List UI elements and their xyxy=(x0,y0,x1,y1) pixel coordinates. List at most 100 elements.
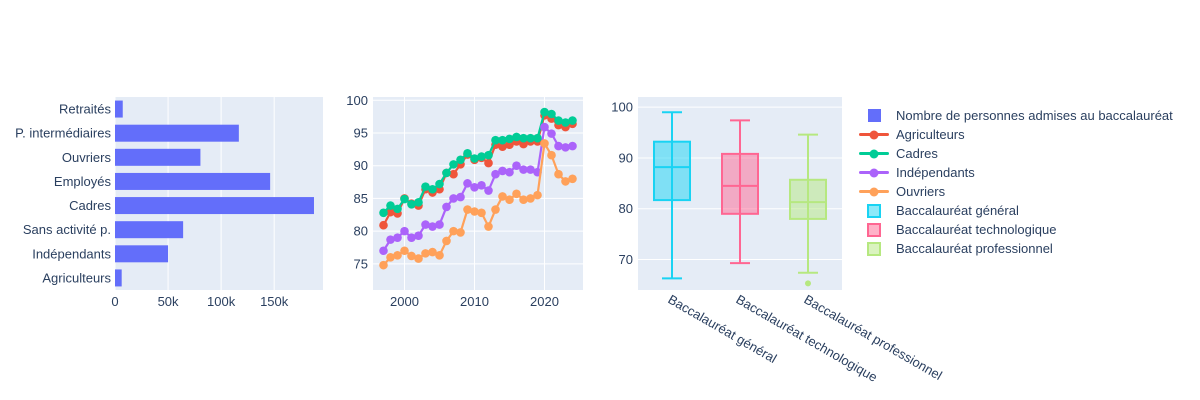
data-point[interactable] xyxy=(393,233,402,242)
bar[interactable] xyxy=(115,148,201,166)
data-point[interactable] xyxy=(512,132,521,142)
data-point[interactable] xyxy=(561,177,570,186)
data-point[interactable] xyxy=(505,195,514,205)
data-point[interactable] xyxy=(498,135,507,145)
data-point[interactable] xyxy=(533,133,542,143)
data-point[interactable] xyxy=(526,194,535,203)
box-body[interactable] xyxy=(721,152,759,215)
box[interactable] xyxy=(653,111,691,280)
data-point[interactable] xyxy=(470,207,479,216)
data-point[interactable] xyxy=(442,168,451,178)
data-point[interactable] xyxy=(414,231,423,240)
legend-item-ouvriers[interactable]: Ouvriers xyxy=(858,182,1173,201)
data-point[interactable] xyxy=(379,208,388,218)
data-point[interactable] xyxy=(470,154,479,163)
data-point[interactable] xyxy=(484,222,493,231)
legend-item-bac-general[interactable]: Baccalauréat général xyxy=(858,201,1173,220)
data-point[interactable] xyxy=(561,118,570,127)
bar[interactable] xyxy=(115,197,314,215)
data-point[interactable] xyxy=(526,133,535,143)
data-point[interactable] xyxy=(379,260,388,270)
data-point[interactable] xyxy=(400,194,409,204)
data-point[interactable] xyxy=(407,233,416,242)
data-point[interactable] xyxy=(477,152,486,161)
data-point[interactable] xyxy=(407,251,416,261)
legend-item-bac-technologique[interactable]: Baccalauréat technologique xyxy=(858,220,1173,239)
data-point[interactable] xyxy=(540,122,549,132)
data-point[interactable] xyxy=(386,207,395,217)
data-point[interactable] xyxy=(568,116,577,125)
data-point[interactable] xyxy=(484,186,493,195)
data-point[interactable] xyxy=(428,222,437,231)
data-point[interactable] xyxy=(540,139,549,148)
data-point[interactable] xyxy=(533,190,542,200)
data-point[interactable] xyxy=(568,141,577,151)
bar[interactable] xyxy=(115,221,184,239)
data-point[interactable] xyxy=(519,139,528,149)
line-chart[interactable]: 75 80 85 90 95 100 2000 2010 2020 xyxy=(345,90,600,320)
data-point[interactable] xyxy=(484,158,493,168)
data-point[interactable] xyxy=(498,166,507,176)
data-point[interactable] xyxy=(498,192,507,201)
data-point[interactable] xyxy=(491,135,500,145)
legend-item-bac-professionnel[interactable]: Baccalauréat professionnel xyxy=(858,239,1173,258)
data-point[interactable] xyxy=(561,143,570,152)
outlier-point[interactable] xyxy=(805,280,811,287)
data-point[interactable] xyxy=(547,109,556,119)
data-point[interactable] xyxy=(435,179,444,189)
data-point[interactable] xyxy=(505,134,514,144)
data-point[interactable] xyxy=(435,251,444,260)
box[interactable] xyxy=(789,133,827,287)
data-point[interactable] xyxy=(428,247,437,257)
data-point[interactable] xyxy=(554,116,563,125)
data-point[interactable] xyxy=(491,205,500,214)
data-point[interactable] xyxy=(393,251,402,260)
data-point[interactable] xyxy=(428,184,437,194)
data-point[interactable] xyxy=(526,165,535,174)
data-point[interactable] xyxy=(477,181,486,190)
bar[interactable] xyxy=(115,269,122,287)
box-body[interactable] xyxy=(653,140,691,202)
data-point[interactable] xyxy=(456,228,465,237)
data-point[interactable] xyxy=(442,236,451,246)
data-point[interactable] xyxy=(386,252,395,262)
box[interactable] xyxy=(721,119,759,265)
data-point[interactable] xyxy=(519,133,528,143)
bar[interactable] xyxy=(115,245,169,263)
legend-item-bar-series[interactable]: Nombre de personnes admises au baccalaur… xyxy=(858,106,1173,125)
data-point[interactable] xyxy=(547,129,556,138)
data-point[interactable] xyxy=(386,201,395,210)
data-point[interactable] xyxy=(449,194,458,203)
bar[interactable] xyxy=(115,124,239,142)
data-point[interactable] xyxy=(498,142,507,152)
data-point[interactable] xyxy=(442,202,451,212)
data-point[interactable] xyxy=(540,107,549,117)
data-point[interactable] xyxy=(421,249,430,258)
data-point[interactable] xyxy=(393,204,402,214)
data-point[interactable] xyxy=(449,169,458,179)
data-point[interactable] xyxy=(379,246,388,256)
data-point[interactable] xyxy=(400,226,409,236)
data-point[interactable] xyxy=(484,150,493,160)
data-point[interactable] xyxy=(505,167,514,177)
bar-chart[interactable]: 0 50k 100k 150k Retraités P. intermédiaires Ou… xyxy=(0,90,345,320)
data-point[interactable] xyxy=(456,155,465,165)
data-point[interactable] xyxy=(505,140,514,150)
data-point[interactable] xyxy=(519,165,528,174)
legend-item-agriculteurs[interactable]: Agriculteurs xyxy=(858,125,1173,144)
data-point[interactable] xyxy=(407,199,416,209)
data-point[interactable] xyxy=(512,189,521,199)
data-point[interactable] xyxy=(512,161,521,170)
data-point[interactable] xyxy=(547,150,556,160)
data-point[interactable] xyxy=(449,226,458,236)
data-point[interactable] xyxy=(568,174,577,184)
data-point[interactable] xyxy=(414,198,423,207)
data-point[interactable] xyxy=(379,220,388,230)
data-point[interactable] xyxy=(470,182,479,192)
data-point[interactable] xyxy=(414,254,423,263)
data-point[interactable] xyxy=(463,205,472,214)
data-point[interactable] xyxy=(491,169,500,179)
data-point[interactable] xyxy=(421,182,430,191)
legend-item-independants[interactable]: Indépendants xyxy=(858,163,1173,182)
data-point[interactable] xyxy=(463,179,472,188)
